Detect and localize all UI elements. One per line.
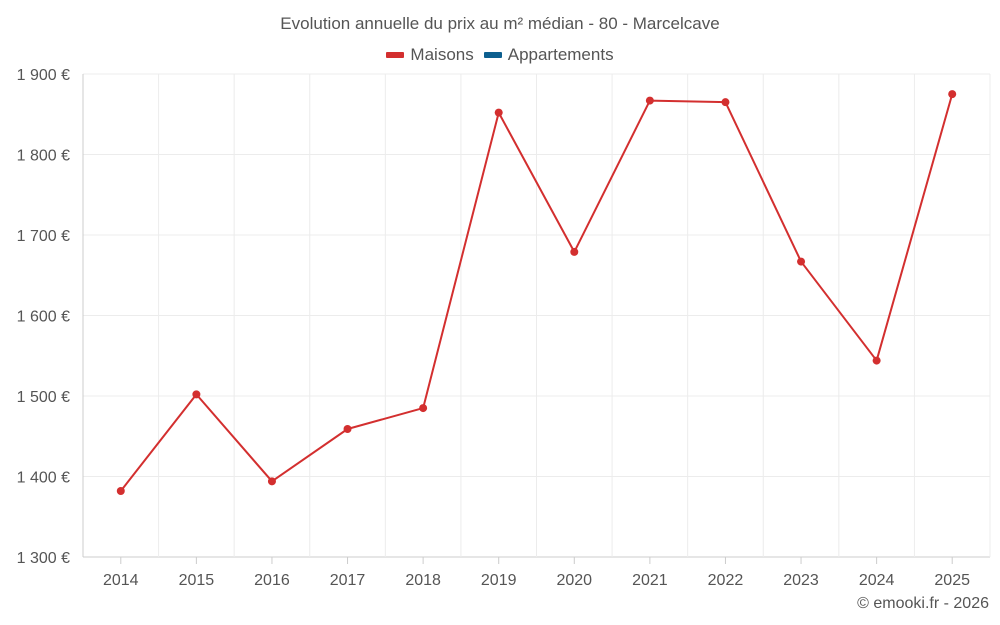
legend-item-maisons[interactable]: Maisons bbox=[386, 45, 474, 65]
data-point bbox=[570, 247, 579, 256]
data-point bbox=[872, 356, 881, 365]
legend-swatch-appartements bbox=[483, 52, 502, 58]
x-tick-label: 2018 bbox=[405, 572, 441, 589]
data-point bbox=[645, 96, 654, 105]
y-tick-label: 1 300 € bbox=[17, 550, 70, 567]
y-tick-label: 1 900 € bbox=[17, 67, 70, 84]
legend-label-appartements: Appartements bbox=[507, 45, 614, 64]
y-tick-label: 1 400 € bbox=[17, 470, 70, 487]
legend-label-maisons: Maisons bbox=[410, 45, 474, 64]
x-tick-label: 2023 bbox=[783, 572, 819, 589]
y-tick-label: 1 800 € bbox=[17, 148, 70, 165]
data-point bbox=[797, 257, 806, 266]
x-tick-label: 2016 bbox=[254, 572, 290, 589]
data-point bbox=[419, 404, 428, 413]
x-tick-label: 2022 bbox=[708, 572, 744, 589]
x-tick-label: 2015 bbox=[179, 572, 215, 589]
x-tick-label: 2025 bbox=[934, 572, 970, 589]
x-tick-label: 2014 bbox=[103, 572, 139, 589]
series-line-maisons bbox=[120, 93, 954, 492]
y-tick-label: 1 700 € bbox=[17, 228, 70, 245]
legend-swatch-maisons bbox=[386, 52, 405, 58]
legend-item-appartements[interactable]: Appartements bbox=[483, 45, 614, 65]
data-point bbox=[192, 390, 201, 399]
y-tick-label: 1 600 € bbox=[17, 309, 70, 326]
data-point bbox=[948, 90, 957, 99]
x-tick-label: 2024 bbox=[859, 572, 895, 589]
data-point bbox=[721, 98, 730, 107]
x-tick-label: 2017 bbox=[330, 572, 366, 589]
data-point bbox=[343, 425, 352, 434]
x-tick-label: 2021 bbox=[632, 572, 668, 589]
x-tick-label: 2020 bbox=[556, 572, 592, 589]
y-tick-label: 1 500 € bbox=[17, 389, 70, 406]
legend: Maisons Appartements bbox=[0, 45, 1000, 65]
data-point bbox=[494, 108, 503, 117]
x-tick-label: 2019 bbox=[481, 572, 517, 589]
chart-title: Evolution annuelle du prix au m² médian … bbox=[280, 14, 720, 33]
data-point bbox=[116, 486, 125, 495]
data-point bbox=[267, 477, 276, 486]
credit: © emooki.fr - 2026 bbox=[857, 595, 989, 612]
